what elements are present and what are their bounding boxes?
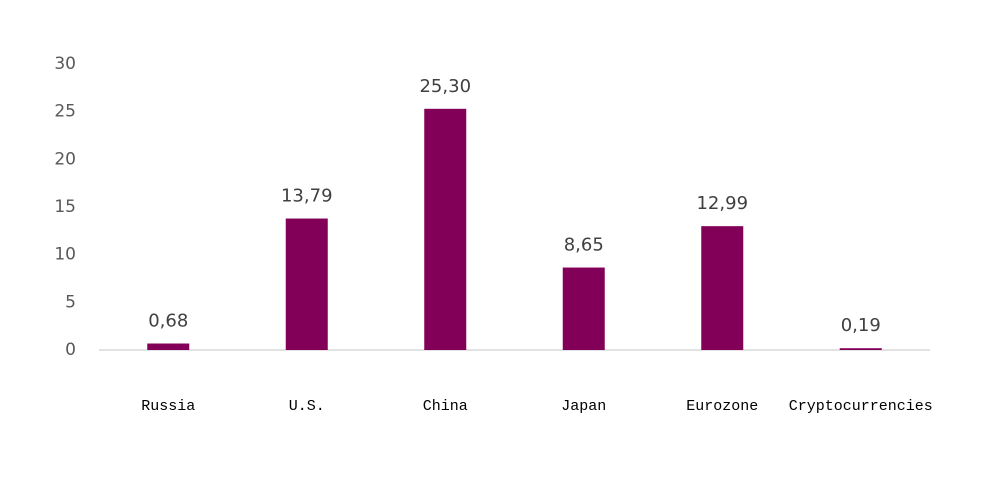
- value-label: 0,19: [841, 315, 881, 336]
- x-tick-label: U.S.: [289, 398, 325, 415]
- value-label: 12,99: [696, 193, 748, 214]
- x-tick-label: Russia: [141, 398, 195, 415]
- x-tick-label: Cryptocurrencies: [789, 398, 933, 415]
- value-label: 25,30: [419, 76, 471, 97]
- y-tick-label: 0: [65, 340, 76, 360]
- bar: [424, 108, 467, 350]
- bar: [839, 348, 882, 350]
- bar: [147, 343, 190, 350]
- y-tick-label: 10: [54, 245, 76, 265]
- bar: [562, 267, 605, 350]
- bar: [285, 218, 328, 350]
- y-tick-label: 30: [54, 54, 76, 74]
- value-label: 8,65: [564, 235, 604, 256]
- y-tick-label: 15: [54, 197, 76, 217]
- x-tick-label: China: [423, 398, 468, 415]
- bar: [701, 226, 744, 350]
- y-tick-label: 20: [54, 149, 76, 169]
- x-tick-label: Japan: [561, 398, 606, 415]
- y-tick-label: 5: [65, 292, 76, 312]
- value-label: 0,68: [148, 311, 188, 332]
- value-label: 13,79: [281, 186, 333, 207]
- x-tick-label: Eurozone: [686, 398, 758, 415]
- y-tick-label: 25: [54, 102, 76, 122]
